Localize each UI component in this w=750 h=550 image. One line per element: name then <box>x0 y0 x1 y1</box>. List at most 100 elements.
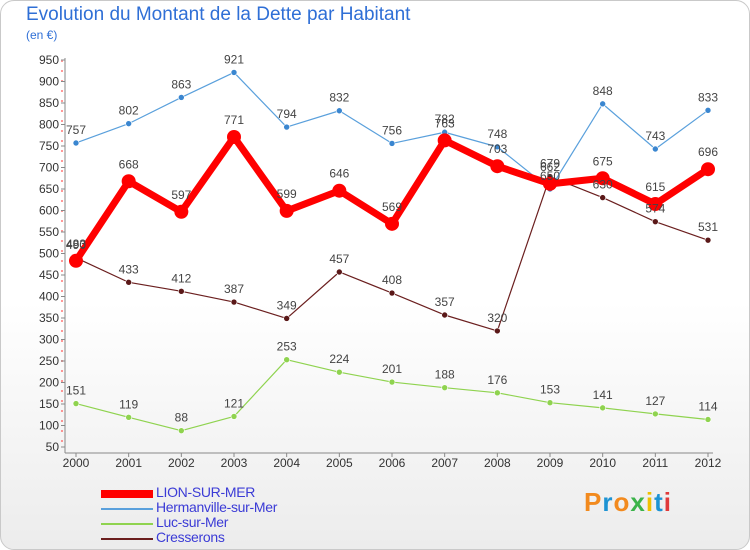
data-point-lion-sur-mer <box>701 162 715 177</box>
logo-letter: o <box>613 487 631 517</box>
legend-swatch <box>101 490 153 498</box>
data-label-luc-sur-mer: 188 <box>435 368 455 382</box>
y-tick-label: 550 <box>39 225 59 239</box>
x-tick-label: 2003 <box>221 456 248 470</box>
data-point-cresserons <box>441 311 448 319</box>
data-label-hermanville-sur-mer: 832 <box>329 91 349 105</box>
data-label-cresserons: 574 <box>645 202 665 216</box>
data-label-luc-sur-mer: 141 <box>593 388 613 402</box>
data-label-lion-sur-mer: 483 <box>66 237 86 251</box>
data-label-luc-sur-mer: 153 <box>540 383 560 397</box>
y-tick-label: 650 <box>39 182 59 196</box>
data-point-lion-sur-mer <box>648 197 663 212</box>
data-point-lion-sur-mer <box>332 183 347 198</box>
data-label-luc-sur-mer: 201 <box>382 362 402 376</box>
data-label-luc-sur-mer: 151 <box>66 384 86 398</box>
data-label-lion-sur-mer: 615 <box>645 180 665 194</box>
data-label-luc-sur-mer: 176 <box>487 373 507 387</box>
data-point-lion-sur-mer <box>69 253 83 268</box>
data-point-cresserons <box>599 194 606 201</box>
data-label-lion-sur-mer: 569 <box>382 200 402 214</box>
legend-label: LION-SUR-MER <box>156 484 256 500</box>
y-tick-label: 850 <box>39 96 59 110</box>
y-tick-label: 450 <box>39 268 59 282</box>
data-point-cresserons <box>704 236 712 244</box>
y-tick-label: 700 <box>39 161 59 175</box>
data-label-cresserons: 679 <box>540 157 560 171</box>
data-point-luc-sur-mer <box>546 399 554 407</box>
y-tick-label: 600 <box>39 204 59 218</box>
data-label-hermanville-sur-mer: 650 <box>540 169 560 183</box>
data-point-luc-sur-mer <box>704 416 712 423</box>
y-tick-label: 900 <box>39 75 59 89</box>
data-point-hermanville-sur-mer <box>72 139 80 147</box>
data-point-cresserons <box>494 327 501 335</box>
data-label-lion-sur-mer: 646 <box>329 167 349 181</box>
data-point-luc-sur-mer <box>599 404 606 412</box>
data-label-cresserons: 357 <box>435 295 455 309</box>
data-label-luc-sur-mer: 121 <box>224 396 244 410</box>
data-point-lion-sur-mer <box>279 203 294 218</box>
data-point-lion-sur-mer <box>227 129 241 144</box>
data-label-luc-sur-mer: 127 <box>645 394 665 408</box>
data-point-hermanville-sur-mer <box>652 145 659 153</box>
data-label-hermanville-sur-mer: 782 <box>435 112 455 126</box>
data-point-cresserons <box>652 218 659 225</box>
y-tick-label: 200 <box>39 376 59 390</box>
data-label-cresserons: 387 <box>224 282 244 296</box>
data-label-cresserons: 412 <box>171 271 191 285</box>
y-tick-label: 950 <box>39 53 59 67</box>
data-point-cresserons <box>178 288 185 295</box>
data-label-lion-sur-mer: 763 <box>435 116 455 130</box>
data-label-cresserons: 531 <box>698 220 718 234</box>
data-label-luc-sur-mer: 88 <box>175 411 189 425</box>
y-tick-label: 350 <box>39 311 59 325</box>
data-label-lion-sur-mer: 703 <box>487 142 507 156</box>
y-tick-label: 800 <box>39 118 59 132</box>
data-label-lion-sur-mer: 668 <box>119 157 139 171</box>
x-tick-label: 2005 <box>326 456 353 470</box>
data-point-hermanville-sur-mer <box>599 100 606 108</box>
data-label-cresserons: 630 <box>593 178 613 192</box>
chart-subtitle: (en €) <box>26 28 58 42</box>
data-point-luc-sur-mer <box>336 368 343 376</box>
data-label-hermanville-sur-mer: 863 <box>171 77 191 91</box>
data-label-lion-sur-mer: 771 <box>224 113 244 127</box>
data-label-lion-sur-mer: 675 <box>593 154 613 168</box>
data-point-lion-sur-mer <box>121 174 136 189</box>
data-point-luc-sur-mer <box>652 410 659 418</box>
data-label-lion-sur-mer: 662 <box>540 160 560 174</box>
data-label-hermanville-sur-mer: 743 <box>645 129 665 143</box>
data-label-luc-sur-mer: 224 <box>329 352 349 366</box>
proxiti-logo: Proxiti <box>584 487 672 518</box>
data-point-cresserons <box>125 279 132 286</box>
data-point-hermanville-sur-mer <box>494 143 501 151</box>
x-tick-label: 2012 <box>695 456 722 470</box>
data-label-hermanville-sur-mer: 748 <box>487 127 507 141</box>
logo-letter: i <box>663 487 672 517</box>
x-tick-label: 2010 <box>589 456 616 470</box>
y-tick-label: 50 <box>46 440 60 454</box>
data-point-luc-sur-mer <box>72 400 80 407</box>
data-label-hermanville-sur-mer: 757 <box>66 123 86 137</box>
data-point-lion-sur-mer <box>385 216 399 231</box>
x-tick-label: 2008 <box>484 456 511 470</box>
data-label-hermanville-sur-mer: 756 <box>382 123 402 137</box>
data-label-lion-sur-mer: 597 <box>171 188 191 202</box>
data-point-lion-sur-mer <box>437 133 452 148</box>
y-tick-label: 500 <box>39 247 59 261</box>
data-label-cresserons: 490 <box>66 238 86 252</box>
data-point-luc-sur-mer <box>178 427 185 434</box>
data-point-luc-sur-mer <box>441 384 448 391</box>
x-tick-label: 2000 <box>63 456 90 470</box>
data-point-cresserons <box>388 289 396 297</box>
data-label-hermanville-sur-mer: 921 <box>224 52 244 66</box>
x-tick-label: 2002 <box>168 456 195 470</box>
data-point-luc-sur-mer <box>125 414 132 421</box>
data-point-lion-sur-mer <box>595 171 610 186</box>
data-point-cresserons <box>283 315 290 322</box>
data-point-hermanville-sur-mer <box>704 107 712 114</box>
data-label-cresserons: 320 <box>487 311 507 325</box>
x-tick-label: 2004 <box>273 456 300 470</box>
